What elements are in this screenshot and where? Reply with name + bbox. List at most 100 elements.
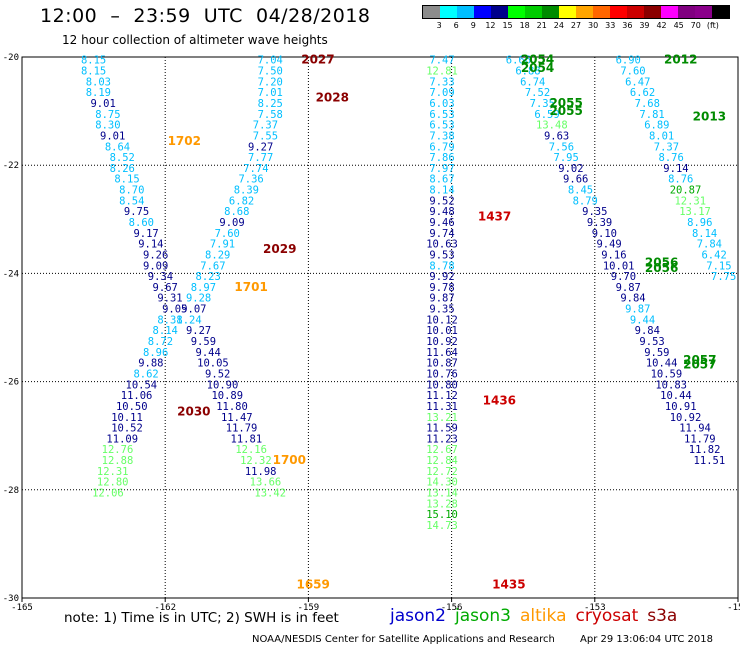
swh-value: 10.05	[197, 358, 229, 370]
swh-value: 10.44	[646, 358, 678, 370]
color-scale-labels: 3 6 9 12 15 18 21 24 27 30 33 36 39 42 45 70 (ft)	[422, 21, 730, 33]
swh-value: 10.01	[603, 260, 635, 272]
color-swatch	[559, 6, 576, 18]
pass-time-labels: 2027 2028 1702 2029 1701 2030 1700 1659 1437 1436…	[168, 53, 726, 592]
swh-value: 8.76	[659, 152, 684, 164]
y-tick-label: -30	[3, 594, 19, 604]
swh-value: 8.29	[205, 249, 230, 261]
chart-subtitle: 12 hour collection of altimeter wave hei…	[62, 33, 328, 47]
swh-value: 11.31	[426, 401, 458, 413]
color-scale-label: 24	[553, 21, 564, 30]
swh-value: 9.35	[429, 304, 454, 316]
color-swatch	[457, 6, 474, 18]
color-swatch	[661, 6, 678, 18]
swh-value: 12.81	[426, 66, 458, 78]
y-tick-label: -20	[3, 53, 19, 63]
swh-value: 9.01	[90, 98, 115, 110]
swh-value: 8.26	[110, 163, 135, 175]
swh-value: 11.59	[426, 423, 458, 435]
swh-value: 7.15	[706, 260, 731, 272]
swh-value: 6.89	[644, 120, 669, 132]
pass-time-label: 1700	[273, 453, 306, 467]
swh-value: 8.15	[81, 66, 106, 78]
swh-value: 9.52	[205, 368, 230, 380]
swh-value: 10.59	[651, 368, 683, 380]
grid	[22, 57, 738, 598]
color-scale-label: 30	[588, 21, 599, 30]
legend-altika: altika	[520, 606, 567, 626]
swh-value: 12.67	[426, 444, 458, 456]
swh-value: 10.54	[126, 379, 158, 391]
swh-value: 7.97	[429, 163, 454, 175]
legend-jason3: jason3	[455, 606, 511, 626]
color-scale-label: 39	[639, 21, 650, 30]
footer-credit: NOAA/NESDIS Center for Satellite Applica…	[252, 634, 555, 645]
swh-value: 7.20	[258, 76, 283, 88]
swh-value: 9.27	[248, 141, 273, 153]
legend-cryosat: cryosat	[575, 606, 639, 626]
swh-value: 8.24	[176, 314, 201, 326]
satellite-legend: jason2 jason3 altika cryosat s3a	[390, 606, 686, 626]
swh-value: 9.17	[133, 228, 158, 240]
swh-value: 7.67	[200, 260, 225, 272]
swh-value: 7.86	[429, 152, 454, 164]
swh-value: 14.73	[426, 520, 458, 532]
swh-value: 11.23	[426, 433, 458, 445]
swh-value: 10.01	[426, 325, 458, 337]
track-t3: 7.4712.817.337.096.036.536.537.386.797.8…	[426, 55, 458, 532]
swh-value: 9.14	[138, 239, 163, 251]
swh-value: 7.35	[530, 98, 555, 110]
color-swatch	[593, 6, 610, 18]
swh-value: 6.53	[429, 120, 454, 132]
color-swatch	[627, 6, 644, 18]
swh-value: 9.75	[124, 206, 149, 218]
swh-value: 7.75	[711, 271, 736, 283]
swh-value: 7.81	[639, 109, 664, 121]
swh-value: 10.76	[426, 368, 458, 380]
swh-value: 9.67	[153, 282, 178, 294]
color-swatch	[423, 6, 440, 18]
swh-value: 8.70	[119, 185, 144, 197]
y-tick-label: -22	[3, 161, 19, 171]
color-swatch	[712, 6, 729, 18]
color-scale-label: 9	[470, 21, 476, 30]
swh-value: 13.48	[536, 120, 568, 132]
swh-value: 8.23	[196, 271, 221, 283]
swh-value: 7.38	[429, 130, 454, 142]
swh-value: 9.78	[429, 282, 454, 294]
swh-value: 9.44	[196, 347, 221, 359]
swh-value: 6.79	[429, 141, 454, 153]
swh-value: 11.79	[684, 433, 716, 445]
pass-time-label: 1659	[296, 577, 329, 591]
swh-value: 9.84	[635, 325, 660, 337]
swh-value: 7.50	[258, 66, 283, 78]
color-scale-label: 12	[485, 21, 496, 30]
swh-value: 10.12	[426, 314, 458, 326]
swh-value: 9.87	[429, 293, 454, 305]
pass-time-label: 1436	[483, 394, 516, 408]
pass-time-label: 2029	[263, 242, 296, 256]
swh-value: 8.25	[258, 98, 283, 110]
swh-value: 13.66	[250, 477, 282, 489]
x-tick-label: -156	[441, 603, 463, 613]
pass-time-label: 2054	[521, 61, 554, 75]
swh-value: 11.47	[221, 412, 253, 424]
swh-value: 6.03	[429, 98, 454, 110]
swh-value: 12.31	[97, 466, 129, 478]
color-scale-label: 70	[690, 21, 701, 30]
swh-value: 8.96	[687, 217, 712, 229]
swh-value: 8.64	[105, 141, 130, 153]
swh-value: 9.16	[601, 249, 626, 261]
swh-value: 11.64	[426, 347, 458, 359]
swh-value: 8.54	[119, 195, 144, 207]
swh-value: 12.06	[92, 488, 124, 500]
swh-value: 7.04	[258, 55, 283, 67]
swh-value: 12.76	[102, 444, 134, 456]
swh-value: 11.51	[694, 455, 726, 467]
swh-value: 9.87	[625, 304, 650, 316]
pass-time-label: 2057	[683, 357, 716, 371]
swh-value: 9.48	[429, 206, 454, 218]
swh-value: 7.84	[697, 239, 722, 251]
y-tick-label: -26	[3, 378, 19, 388]
swh-value: 14.30	[426, 477, 458, 489]
